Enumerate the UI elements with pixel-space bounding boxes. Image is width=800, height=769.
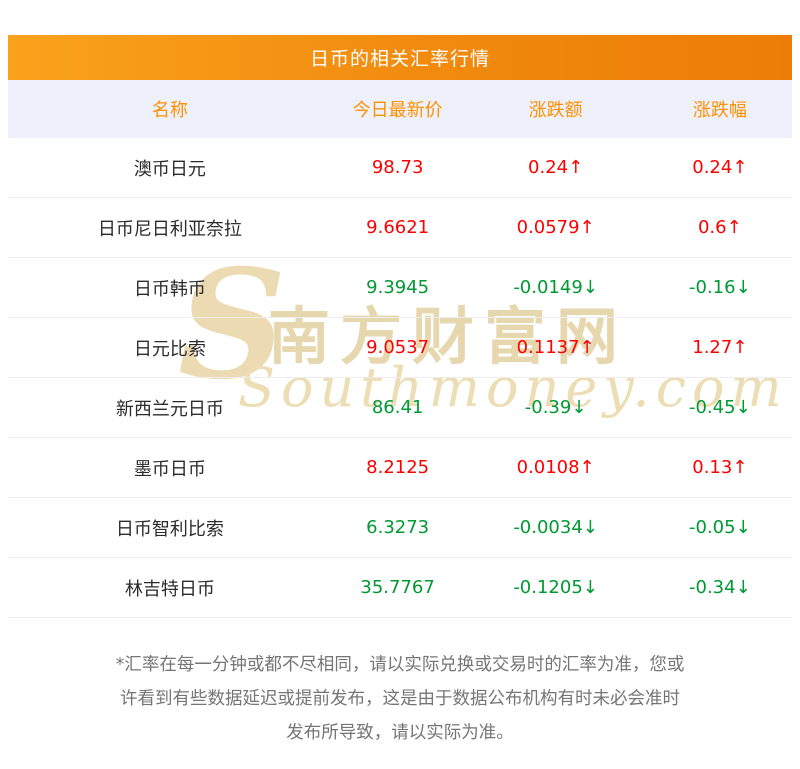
currency-pair-name: 新西兰元日币 (115, 398, 224, 420)
table-row: 日币韩币 9.3945 -0.0149↓ -0.16↓ (8, 258, 792, 318)
change-pct: 0.13↑ (692, 457, 748, 478)
table-row: 澳币日元 98.73 0.24↑ 0.24↑ (8, 138, 792, 198)
currency-pair-name: 日币韩币 (133, 278, 206, 300)
table-row: 新西兰元日币 86.41 -0.39↓ -0.45↓ (8, 378, 792, 438)
table-row: 林吉特日币 35.7767 -0.1205↓ -0.34↓ (8, 558, 792, 618)
latest-price: 9.6621 (366, 217, 430, 238)
change-pct: -0.34↓ (689, 577, 751, 598)
change-amount: 0.24↑ (528, 157, 584, 178)
rates-table: 名称 今日最新价 涨跌额 涨跌幅 澳币日元 98.73 0.24↑ 0.24↑ … (8, 80, 792, 618)
change-pct: 1.27↑ (692, 337, 748, 358)
footnote-line: 许看到有些数据延迟或提前发布，这是由于数据公布机构有时未必会准时 (120, 689, 680, 710)
table-row: 日元比索 9.0537 0.1137↑ 1.27↑ (8, 318, 792, 378)
change-pct: 0.24↑ (692, 157, 748, 178)
currency-pair-name: 林吉特日币 (124, 578, 215, 600)
column-header-change: 涨跌额 (528, 100, 583, 121)
footnote-line: *汇率在每一分钟或都不尽相同，请以实际兑换或交易时的汇率为准，您或 (115, 655, 685, 675)
table-title-bar: 日币的相关汇率行情 (8, 35, 792, 80)
column-header-pct: 涨跌幅 (692, 100, 747, 121)
table-header-row: 名称 今日最新价 涨跌额 涨跌幅 (8, 80, 792, 138)
latest-price: 9.3945 (366, 277, 430, 298)
currency-pair-name: 澳币日元 (133, 158, 206, 180)
footnote: *汇率在每一分钟或都不尽相同，请以实际兑换或交易时的汇率为准，您或 许看到有些数… (8, 648, 792, 750)
table-row: 墨币日币 8.2125 0.0108↑ 0.13↑ (8, 438, 792, 498)
latest-price: 98.73 (371, 157, 424, 178)
currency-pair-name: 墨币日币 (133, 458, 206, 480)
change-pct: -0.05↓ (689, 517, 751, 538)
rates-table-body: 澳币日元 98.73 0.24↑ 0.24↑ 日币尼日利亚奈拉 9.6621 0… (8, 138, 792, 618)
change-pct: 0.6↑ (697, 217, 742, 238)
currency-pair-name: 日币尼日利亚奈拉 (97, 218, 242, 240)
latest-price: 86.41 (371, 397, 424, 418)
table-row: 日币尼日利亚奈拉 9.6621 0.0579↑ 0.6↑ (8, 198, 792, 258)
change-pct: -0.16↓ (689, 277, 751, 298)
change-pct: -0.45↓ (689, 397, 751, 418)
change-amount: -0.0149↓ (513, 277, 598, 298)
change-amount: 0.1137↑ (516, 337, 595, 358)
currency-pair-name: 日元比索 (133, 338, 206, 360)
change-amount: 0.0108↑ (516, 457, 595, 478)
change-amount: 0.0579↑ (516, 217, 595, 238)
latest-price: 35.7767 (360, 577, 435, 598)
latest-price: 6.3273 (366, 517, 430, 538)
latest-price: 8.2125 (366, 457, 430, 478)
footnote-line: 发布所导致，请以实际为准。 (286, 723, 514, 744)
change-amount: -0.39↓ (524, 397, 587, 418)
column-header-price: 今日最新价 (352, 100, 443, 121)
column-header-name: 名称 (151, 100, 188, 121)
table-title: 日币的相关汇率行情 (309, 48, 490, 70)
table-row: 日币智利比索 6.3273 -0.0034↓ -0.05↓ (8, 498, 792, 558)
change-amount: -0.1205↓ (513, 577, 598, 598)
latest-price: 9.0537 (366, 337, 430, 358)
change-amount: -0.0034↓ (513, 517, 598, 538)
currency-pair-name: 日币智利比索 (115, 518, 224, 540)
